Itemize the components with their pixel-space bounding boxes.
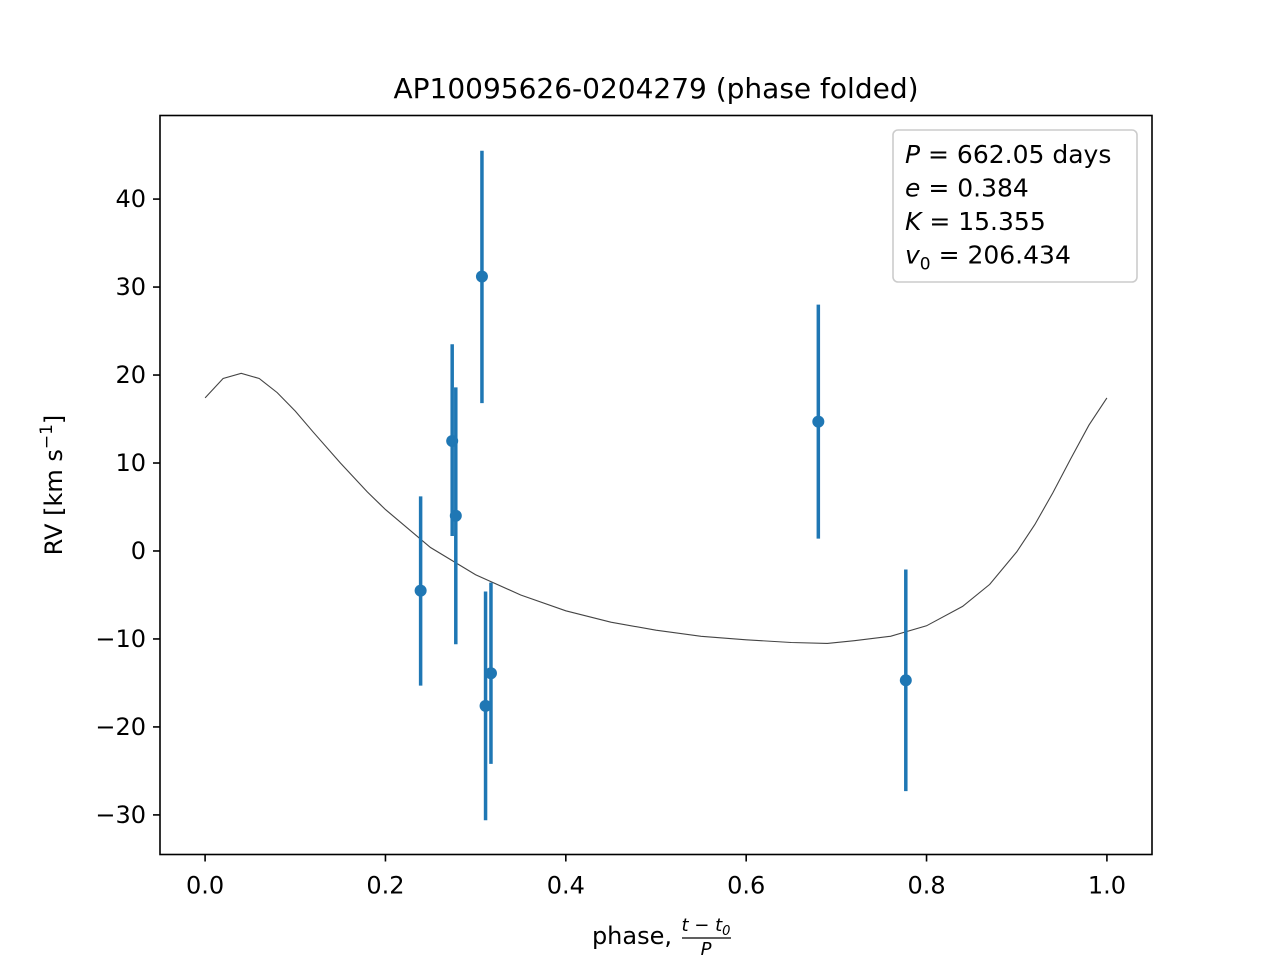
data-point xyxy=(812,415,825,428)
legend-entry: P = 662.05 days xyxy=(905,140,1111,169)
data-point-group xyxy=(484,582,497,764)
legend-entry: e = 0.384 xyxy=(905,174,1029,203)
data-point-group xyxy=(479,591,492,821)
plot-frame xyxy=(159,114,1153,856)
y-tick-label: −20 xyxy=(95,713,146,741)
data-point xyxy=(479,699,492,712)
y-tick-label: 10 xyxy=(115,449,146,477)
x-axis-label-text: phase, xyxy=(592,922,672,950)
model-curve xyxy=(204,372,1108,644)
legend-entry: K = 15.355 xyxy=(905,207,1046,236)
x-tick-label: 1.0 xyxy=(1088,872,1126,900)
legend-box xyxy=(892,129,1138,283)
y-axis-label: RV [km s−1] xyxy=(37,415,68,556)
model-curve-layer xyxy=(204,372,1108,644)
legend-entry: v0 = 206.434 xyxy=(905,241,1071,275)
legend: P = 662.05 days e = 0.384 K = 15.355 v0 = 2… xyxy=(892,129,1138,283)
y-tick-label: 40 xyxy=(115,185,146,213)
data-points-layer xyxy=(414,150,912,821)
data-point xyxy=(899,674,912,687)
legend-entries: P = 662.05 days e = 0.384 K = 15.355 v0 = 2… xyxy=(905,140,1111,275)
data-point xyxy=(414,584,427,597)
y-axis-ticks: −30 −20 −10 0 10 20 30 40 xyxy=(95,185,160,829)
y-tick-label: 30 xyxy=(115,273,146,301)
x-axis-ticks: 0.0 0.2 0.4 0.6 0.8 1.0 xyxy=(186,854,1126,900)
x-tick-label: 0.6 xyxy=(727,872,765,900)
chart-title: AP10095626-0204279 (phase folded) xyxy=(393,72,918,105)
x-tick-label: 0.0 xyxy=(186,872,224,900)
y-tick-label: 20 xyxy=(115,361,146,389)
data-point-group xyxy=(812,304,825,539)
x-axis-label: phase, t − t0 P xyxy=(592,915,731,960)
data-point xyxy=(449,509,462,522)
data-point-group xyxy=(414,496,427,686)
x-axis-label-denominator: P xyxy=(701,939,712,960)
data-point-group xyxy=(449,387,462,645)
x-axis-label-numerator: t − t0 xyxy=(682,915,731,939)
x-tick-label: 0.2 xyxy=(366,872,404,900)
data-point-group xyxy=(475,150,488,404)
data-point xyxy=(475,270,488,283)
data-point xyxy=(484,667,497,680)
data-point-group xyxy=(899,569,912,792)
y-tick-label: −10 xyxy=(95,625,146,653)
x-tick-label: 0.4 xyxy=(547,872,585,900)
x-tick-label: 0.8 xyxy=(907,872,945,900)
y-tick-label: 0 xyxy=(131,537,146,565)
y-tick-label: −30 xyxy=(95,801,146,829)
